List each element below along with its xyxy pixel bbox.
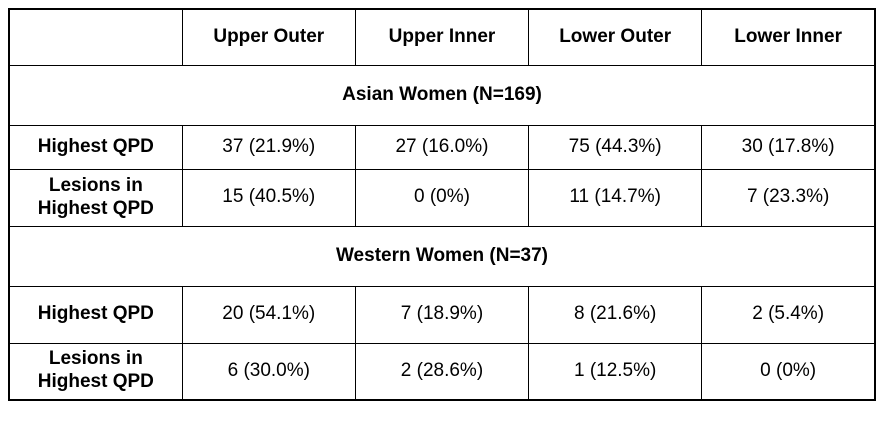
row-label-lesions-highest-qpd: Lesions in Highest QPD	[8, 342, 183, 401]
column-header-upper-inner: Upper Inner	[354, 8, 530, 66]
cell-western-lesions-lower-outer: 1 (12.5%)	[528, 342, 703, 401]
table-row: Highest QPD 20 (54.1%) 7 (18.9%) 8 (21.6…	[8, 285, 876, 344]
cell-western-highest-upper-inner: 7 (18.9%)	[354, 285, 530, 344]
section-row-western: Western Women (N=37)	[8, 225, 876, 287]
column-header-lower-outer: Lower Outer	[528, 8, 703, 66]
header-row: Upper Outer Upper Inner Lower Outer Lowe…	[8, 8, 876, 66]
cell-asian-highest-lower-inner: 30 (17.8%)	[701, 124, 876, 170]
table-row: Lesions in Highest QPD 6 (30.0%) 2 (28.6…	[8, 342, 876, 401]
cell-asian-lesions-upper-outer: 15 (40.5%)	[181, 168, 356, 227]
cell-western-highest-lower-inner: 2 (5.4%)	[701, 285, 876, 344]
cell-asian-lesions-upper-inner: 0 (0%)	[354, 168, 530, 227]
cell-asian-lesions-lower-inner: 7 (23.3%)	[701, 168, 876, 227]
section-title-asian-women: Asian Women (N=169)	[8, 64, 876, 126]
table-row: Lesions in Highest QPD 15 (40.5%) 0 (0%)…	[8, 168, 876, 227]
row-label-highest-qpd: Highest QPD	[8, 124, 183, 170]
cell-asian-lesions-lower-outer: 11 (14.7%)	[528, 168, 703, 227]
row-label-highest-qpd: Highest QPD	[8, 285, 183, 344]
table-row: Highest QPD 37 (21.9%) 27 (16.0%) 75 (44…	[8, 124, 876, 170]
cell-asian-highest-lower-outer: 75 (44.3%)	[528, 124, 703, 170]
quadrant-distribution-table: Upper Outer Upper Inner Lower Outer Lowe…	[8, 8, 876, 401]
cell-western-lesions-upper-outer: 6 (30.0%)	[181, 342, 356, 401]
cell-western-lesions-upper-inner: 2 (28.6%)	[354, 342, 530, 401]
column-header-lower-inner: Lower Inner	[701, 8, 876, 66]
corner-cell	[8, 8, 183, 66]
cell-western-highest-upper-outer: 20 (54.1%)	[181, 285, 356, 344]
cell-asian-highest-upper-outer: 37 (21.9%)	[181, 124, 356, 170]
cell-western-highest-lower-outer: 8 (21.6%)	[528, 285, 703, 344]
section-row-asian: Asian Women (N=169)	[8, 64, 876, 126]
cell-western-lesions-lower-inner: 0 (0%)	[701, 342, 876, 401]
cell-asian-highest-upper-inner: 27 (16.0%)	[354, 124, 530, 170]
column-header-upper-outer: Upper Outer	[181, 8, 356, 66]
section-title-western-women: Western Women (N=37)	[8, 225, 876, 287]
row-label-lesions-highest-qpd: Lesions in Highest QPD	[8, 168, 183, 227]
